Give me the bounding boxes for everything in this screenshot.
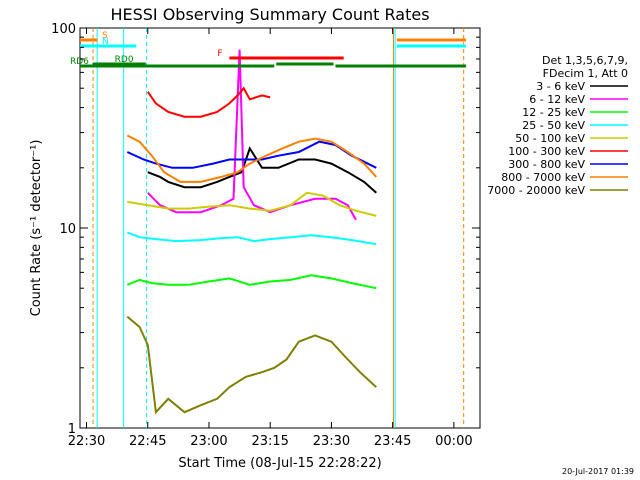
y-axis-label: Count Rate (s⁻¹ detector⁻¹) xyxy=(29,140,44,317)
series-line-5 xyxy=(146,86,271,118)
series-line-4 xyxy=(127,191,377,217)
footer-timestamp: 20-Jul-2017 01:39 xyxy=(562,467,634,476)
series-line-2 xyxy=(126,274,377,290)
x-tick-label: 23:45 xyxy=(374,434,411,449)
legend-header-line1: Det 1,3,5,6,7,9, xyxy=(542,54,628,67)
series-line-0 xyxy=(147,146,377,194)
legend-header-line2: FDecim 1, Att 0 xyxy=(543,67,628,80)
vertical-markers xyxy=(92,28,465,428)
series-line-6 xyxy=(126,140,377,169)
chart-title: HESSI Observing Summary Count Rates xyxy=(110,5,429,24)
flag-bars: SN F RD0 RD6 xyxy=(70,31,467,68)
series-group xyxy=(126,49,378,415)
y-tick-label: 1 xyxy=(68,422,76,437)
flag-label-n: N xyxy=(102,37,109,47)
flag-label-rd6: RD6 xyxy=(70,57,89,67)
legend-entry-label: 12 - 25 keV xyxy=(522,106,585,119)
series-line-3 xyxy=(126,231,377,246)
x-axis-ticks: 22:30 22:45 23:00 23:15 23:30 23:45 00:00 xyxy=(68,28,473,449)
legend-entry-label: 6 - 12 keV xyxy=(529,93,585,106)
flag-label-s: S xyxy=(102,31,108,41)
y-axis-ticks: 1 10 100 xyxy=(51,22,480,437)
x-tick-label: 00:00 xyxy=(435,434,472,449)
series-line-1 xyxy=(147,49,357,221)
x-tick-label: 23:00 xyxy=(190,434,227,449)
x-tick-label: 23:15 xyxy=(251,434,288,449)
flag-label-f: F xyxy=(217,49,222,59)
legend-entry-label: 50 - 100 keV xyxy=(515,132,585,145)
legend-entry-label: 100 - 300 keV xyxy=(508,145,585,158)
y-tick-label: 100 xyxy=(51,22,76,37)
legend-entry-label: 7000 - 20000 keV xyxy=(487,184,585,197)
legend: Det 1,3,5,6,7,9, FDecim 1, Att 0 3 - 6 k… xyxy=(487,54,628,197)
legend-entry-label: 800 - 7000 keV xyxy=(501,171,585,184)
series-line-8 xyxy=(126,315,377,415)
x-axis-label: Start Time (08-Jul-15 22:28:22) xyxy=(178,456,381,471)
y-tick-label: 10 xyxy=(59,222,76,237)
legend-entry-label: 25 - 50 keV xyxy=(522,119,585,132)
plot-frame xyxy=(79,27,481,429)
legend-entry-label: 300 - 800 keV xyxy=(508,158,585,171)
series-line-7 xyxy=(126,134,378,183)
x-tick-label: 22:45 xyxy=(129,434,166,449)
flag-label-rd0: RD0 xyxy=(115,55,134,65)
x-tick-label: 22:30 xyxy=(68,434,105,449)
x-tick-label: 23:30 xyxy=(313,434,350,449)
legend-entry-label: 3 - 6 keV xyxy=(536,80,585,93)
